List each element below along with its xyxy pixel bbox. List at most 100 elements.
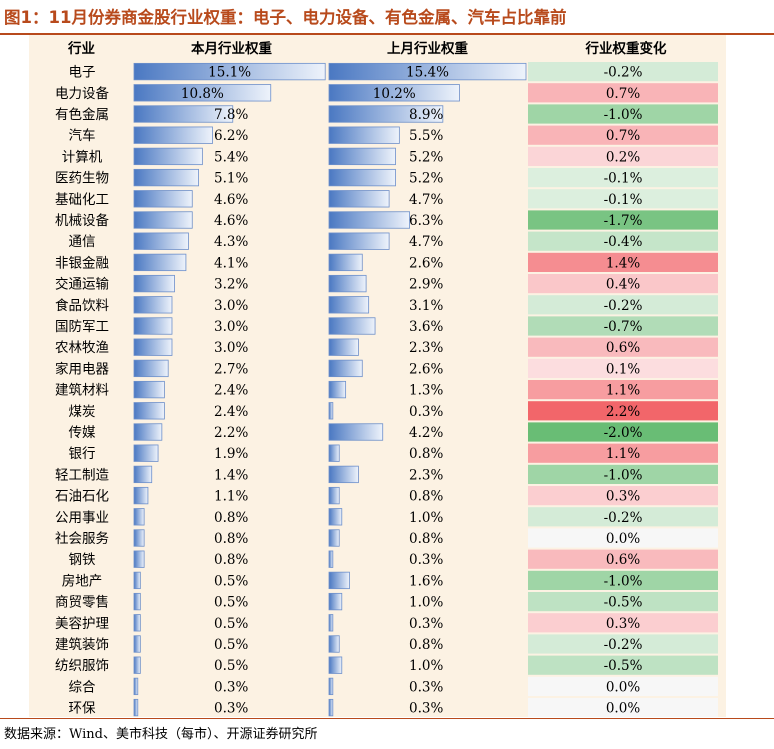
previous-weight-label: 1.0% (409, 658, 443, 674)
weight-change-label: -0.5% (604, 595, 643, 611)
previous-weight-bar (328, 444, 340, 462)
current-weight-bar (133, 126, 213, 144)
current-weight-bar (133, 571, 141, 590)
current-weight-bar (133, 317, 173, 335)
previous-weight-label: 0.3% (409, 679, 443, 695)
header-weight-change: 行业权重变化 (585, 41, 667, 57)
previous-weight-bar (328, 126, 400, 144)
industry-label: 公用事业 (55, 510, 109, 526)
weight-change-label: -1.0% (604, 467, 643, 483)
current-weight-label: 0.5% (214, 658, 248, 674)
industry-label: 基础化工 (55, 191, 109, 208)
industry-label: 计算机 (62, 149, 103, 165)
industry-label: 社会服务 (55, 531, 109, 547)
previous-weight-label: 5.2% (409, 171, 443, 187)
weight-change-cell (528, 274, 718, 294)
weight-change-cell (528, 104, 718, 124)
previous-weight-label: 3.6% (409, 319, 443, 335)
previous-weight-bar (328, 359, 363, 378)
current-weight-label: 5.4% (214, 149, 248, 165)
header-current-weight: 本月行业权重 (191, 41, 272, 57)
weight-change-cell (528, 698, 718, 718)
weight-change-label: -1.7% (604, 213, 643, 229)
industry-label: 环保 (69, 701, 96, 717)
industry-label: 电子 (69, 65, 96, 81)
current-weight-label: 2.2% (214, 425, 248, 441)
current-weight-bar (133, 84, 272, 102)
current-weight-label: 0.8% (214, 531, 248, 547)
previous-weight-bar (328, 168, 396, 187)
previous-weight-bar (328, 253, 363, 272)
header-industry: 行业 (68, 41, 95, 57)
industry-label: 农林牧渔 (55, 340, 109, 356)
previous-weight-bar (328, 338, 359, 356)
current-weight-label: 0.8% (214, 510, 248, 526)
current-weight-label: 4.6% (214, 192, 248, 208)
weight-change-label: 0.3% (606, 616, 640, 632)
industry-label: 石油石化 (55, 489, 109, 505)
industry-label: 机械设备 (55, 212, 109, 229)
industry-label: 通信 (69, 234, 96, 250)
source-rule (0, 718, 774, 719)
current-weight-bar (133, 253, 187, 272)
industry-label: 商贸零售 (55, 595, 109, 611)
previous-weight-label: 2.3% (409, 467, 443, 483)
weight-change-label: -0.7% (604, 319, 643, 335)
previous-weight-bar (328, 84, 460, 102)
current-weight-label: 3.0% (214, 319, 248, 335)
previous-weight-label: 0.3% (409, 701, 443, 717)
current-weight-bar (133, 274, 175, 293)
current-weight-label: 1.1% (214, 489, 248, 505)
previous-weight-label: 5.5% (409, 128, 443, 144)
current-weight-bar (133, 190, 193, 208)
current-weight-bar (133, 508, 145, 526)
current-weight-label: 0.8% (214, 552, 248, 568)
industry-label: 非银金融 (55, 255, 109, 271)
previous-weight-bar (328, 698, 334, 717)
current-weight-label: 2.7% (214, 361, 248, 377)
previous-weight-bar (328, 62, 527, 81)
weight-change-cell (528, 316, 718, 336)
previous-weight-label: 1.3% (409, 383, 443, 399)
weight-change-label: 0.0% (606, 701, 640, 717)
current-weight-bar (133, 62, 326, 81)
current-weight-bar (133, 550, 145, 568)
chart-title: 图1：11月份券商金股行业权重：电子、电力设备、有色金属、汽车占比靠前 (4, 8, 567, 27)
industry-label: 煤炭 (69, 404, 96, 420)
previous-weight-label: 2.6% (409, 361, 443, 377)
weight-change-cell (528, 655, 718, 675)
weight-change-cell (528, 146, 718, 166)
previous-weight-label: 1.0% (409, 510, 443, 526)
weight-change-label: 0.1% (606, 361, 640, 377)
current-weight-label: 4.3% (214, 234, 248, 250)
weight-change-label: 0.4% (606, 277, 640, 293)
current-weight-label: 4.6% (214, 213, 248, 229)
weight-change-cell (528, 507, 718, 527)
previous-weight-label: 0.3% (409, 404, 443, 420)
previous-weight-label: 4.7% (409, 192, 443, 208)
previous-weight-label: 15.4% (406, 65, 449, 81)
weight-change-label: 1.1% (606, 446, 640, 462)
previous-weight-bar (328, 592, 343, 611)
weight-change-cell (528, 189, 718, 209)
current-weight-bar (133, 338, 173, 356)
previous-weight-label: 0.8% (409, 489, 443, 505)
current-weight-label: 0.5% (214, 637, 248, 653)
industry-label: 家用电器 (55, 360, 109, 377)
weight-change-cell (528, 592, 718, 612)
previous-weight-label: 5.2% (409, 149, 443, 165)
weight-change-label: 0.7% (606, 86, 640, 102)
current-weight-label: 10.8% (181, 86, 224, 102)
previous-weight-bar (328, 508, 343, 526)
current-weight-bar (133, 677, 139, 696)
weight-change-cell (528, 83, 718, 103)
current-weight-label: 4.1% (214, 255, 248, 271)
weight-change-cell (528, 443, 718, 463)
weight-change-cell (528, 528, 718, 548)
current-weight-bar (133, 529, 145, 547)
weight-change-cell (528, 62, 718, 82)
previous-weight-label: 2.6% (409, 255, 443, 271)
previous-weight-bar (328, 105, 444, 123)
current-weight-label: 0.5% (214, 595, 248, 611)
